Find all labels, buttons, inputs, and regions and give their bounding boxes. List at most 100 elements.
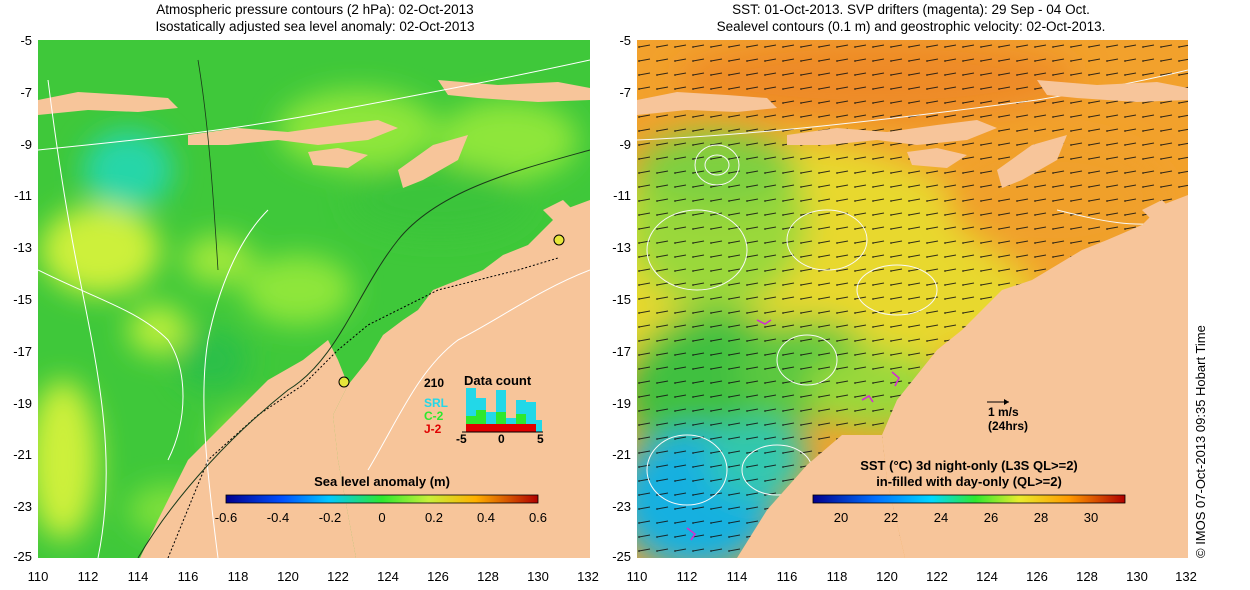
lesser-sunda-islands [787,120,997,145]
left-x-tick: 114 [127,569,149,584]
left-y-tick: -7 [20,85,32,100]
left-panel-title: Atmospheric pressure contours (2 hPa): 0… [40,1,590,35]
left-y-tick: -19 [13,396,32,411]
right-x-tick: 120 [876,569,898,584]
left-y-tick: -5 [20,33,32,48]
data-count-title: Data count [464,373,532,388]
sst-colorbar-tick: 20 [833,510,849,525]
data-count-legend-srl: SRL [424,396,448,410]
flores-island [1037,80,1188,102]
data-count-legend-c2: C-2 [424,409,444,423]
java-island [637,92,777,115]
timor-island [997,135,1067,188]
left-x-tick: 112 [77,569,99,584]
australia-landmass [882,195,1188,558]
sst-colorbar [812,494,1126,504]
melville-island [543,200,578,225]
velocity-scale-sublabel: (24hrs) [988,419,1029,433]
sst-colorbar-subtitle: in-filled with day-only (QL>=2) [876,474,1062,489]
sst-colorbar-tick: 28 [1033,510,1049,525]
right-y-tick: -19 [612,396,631,411]
left-x-tick: 120 [277,569,299,584]
sea-level-contour [856,264,938,316]
right-y-tick: -25 [612,549,631,564]
data-count-tick: 5 [537,432,544,446]
right-x-tick: 128 [1076,569,1098,584]
right-y-tick: -23 [612,499,631,514]
sea-level-contour [637,69,1188,141]
java-island [38,92,178,115]
count-bar [466,388,476,432]
data-count-tick: 0 [498,432,505,446]
right-panel-title: SST: 01-Oct-2013. SVP drifters (magenta)… [636,1,1186,35]
sst-colorbar-tick: 26 [983,510,999,525]
sla-colorbar-tick: -0.2 [318,510,342,525]
sea-level-contour [776,334,838,386]
pressure-contour [367,269,590,471]
left-x-tick: 128 [477,569,499,584]
sst-colorbar-title: SST (°C) 3d night-only (L3S QL>=2) [860,458,1078,473]
count-bar [536,420,542,432]
pressure-contour [203,209,269,558]
count-bar [526,402,536,432]
count-bar [496,390,506,432]
right-x-tick: 112 [676,569,698,584]
pressure-contour [38,59,590,151]
sla-colorbar-title: Sea level anomaly (m) [314,474,450,489]
australia-landmass [333,200,590,558]
bathymetry-contour [137,149,590,558]
sst-colorbar-tick: 22 [883,510,899,525]
sla-colorbar-tick: 0.6 [528,510,548,525]
right-y-tick: -11 [613,188,631,203]
count-bar [516,414,526,432]
left-title-line2: Isostatically adjusted sea level anomaly… [155,19,475,34]
sla-colorbar-tick: 0.2 [424,510,444,525]
sea-level-contour [704,154,730,176]
data-count-tick: -5 [456,432,467,446]
right-title-line1: SST: 01-Oct-2013. SVP drifters (magenta)… [732,2,1090,17]
sumba-island [907,148,967,168]
right-y-tick: -7 [619,85,631,100]
sea-level-anomaly-map [38,40,590,558]
drifter-track [891,371,900,387]
left-x-tick: 122 [327,569,349,584]
pressure-contour [38,269,184,461]
velocity-scale-arrowhead [1004,399,1009,405]
sumba-island [308,148,368,168]
lesser-sunda-islands [188,120,398,145]
flores-island [438,80,590,102]
left-x-tick: 110 [27,569,49,584]
left-title-line1: Atmospheric pressure contours (2 hPa): 0… [156,2,474,17]
left-x-tick: 126 [427,569,449,584]
right-x-tick: 122 [926,569,948,584]
left-y-tick: -21 [13,447,32,462]
sla-colorbar-tick: -0.6 [214,510,238,525]
right-y-tick: -15 [612,292,631,307]
australia-west-coast [140,340,356,558]
right-title-line2: Sealevel contours (0.1 m) and geostrophi… [716,19,1106,34]
right-x-tick: 126 [1026,569,1048,584]
data-count-max-label: 210 [424,376,445,390]
right-x-tick: 130 [1126,569,1148,584]
right-x-tick: 118 [826,569,848,584]
sst-colorbar-tick: 30 [1083,510,1099,525]
right-y-tick: -9 [619,137,631,152]
right-y-tick: -17 [612,344,631,359]
left-y-tick: -23 [13,499,32,514]
bathymetry-contour [197,59,219,271]
sea-level-contour [646,434,728,506]
drifter-track [861,394,874,403]
right-y-tick: -13 [612,240,631,255]
left-x-tick: 124 [377,569,399,584]
imos-credit-text: © IMOS 07-Oct-2013 09:35 Hobart Time [1193,325,1208,558]
right-x-tick: 114 [726,569,748,584]
left-y-tick: -17 [13,344,32,359]
right-y-tick: -21 [612,447,631,462]
data-count-legend-j2: J-2 [424,422,442,436]
sea-level-anomaly-map-svg [38,40,590,558]
sea-level-contour [694,144,740,186]
sla-colorbar [225,494,539,504]
sst-map [637,40,1188,558]
left-y-tick: -13 [13,240,32,255]
sea-level-contour [646,209,748,291]
